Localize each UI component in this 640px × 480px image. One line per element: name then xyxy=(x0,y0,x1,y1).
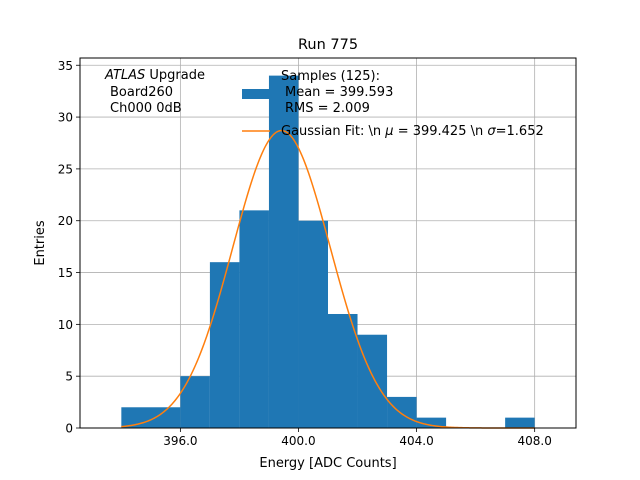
legend-hist-rms: RMS = 2.009 xyxy=(285,101,370,116)
chart-title: Run 775 xyxy=(298,37,358,53)
y-tick-label: 20 xyxy=(58,214,73,228)
svg-text:ATLAS Upgrade: ATLAS Upgrade xyxy=(104,68,205,83)
board-label: Board260 xyxy=(110,85,173,100)
histogram-bar xyxy=(180,376,210,428)
atlas-annotation: ATLAS Upgrade Board260 Ch000 0dB xyxy=(104,68,205,116)
y-tick-label: 25 xyxy=(58,162,73,176)
histogram-bar xyxy=(328,313,358,428)
histogram-bar xyxy=(416,417,447,428)
x-axis-ticks: 396.0 400.0 404.0 408.0 xyxy=(163,428,552,448)
y-tick-label: 5 xyxy=(65,370,73,384)
histogram-bar xyxy=(387,396,417,428)
x-tick-label: 400.0 xyxy=(281,434,315,448)
histogram-bar xyxy=(121,407,181,428)
y-tick-label: 15 xyxy=(58,266,73,280)
legend: Samples (125): Mean = 399.593 RMS = 2.00… xyxy=(242,69,544,139)
y-axis-label: Entries xyxy=(33,220,48,266)
histogram-bar xyxy=(209,262,240,428)
channel-label: Ch000 0dB xyxy=(110,101,182,116)
y-tick-label: 10 xyxy=(58,318,73,332)
histogram-bars xyxy=(121,75,535,428)
atlas-label: ATLAS xyxy=(104,68,145,83)
x-tick-label: 408.0 xyxy=(517,434,551,448)
x-tick-label: 396.0 xyxy=(163,434,197,448)
x-axis-label: Energy [ADC Counts] xyxy=(259,456,396,471)
y-tick-label: 35 xyxy=(58,59,73,73)
y-axis-ticks: 0 5 10 15 20 25 30 35 xyxy=(58,59,80,436)
legend-fit-label: Gaussian Fit: \n μ = 399.425 \n σ=1.652 xyxy=(281,124,544,139)
legend-hist-mean: Mean = 399.593 xyxy=(285,85,393,100)
legend-hist-title: Samples (125): xyxy=(281,69,380,84)
histogram-bar xyxy=(298,220,328,428)
histogram-bar xyxy=(357,334,388,428)
y-tick-label: 0 xyxy=(65,422,73,436)
histogram-bar xyxy=(239,210,269,428)
plot-frame xyxy=(79,57,577,429)
upgrade-label: Upgrade xyxy=(145,68,205,83)
legend-hist-swatch xyxy=(242,89,270,99)
y-tick-label: 30 xyxy=(58,111,73,125)
x-tick-label: 404.0 xyxy=(399,434,433,448)
histogram-bar xyxy=(505,417,535,428)
